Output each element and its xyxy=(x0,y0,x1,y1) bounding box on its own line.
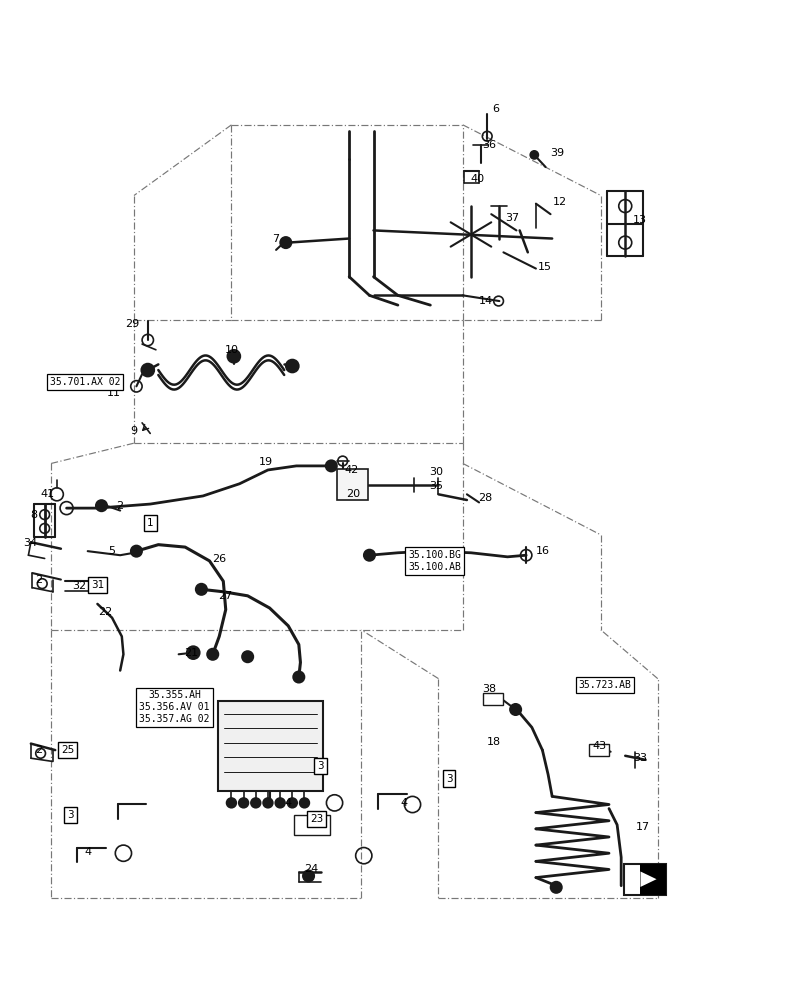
Circle shape xyxy=(207,649,218,660)
Text: 5: 5 xyxy=(109,546,115,556)
Text: 13: 13 xyxy=(632,215,646,225)
Text: 25: 25 xyxy=(61,745,74,755)
Text: 32: 32 xyxy=(72,581,87,591)
Text: 17: 17 xyxy=(635,822,650,832)
Circle shape xyxy=(293,671,304,683)
Text: 20: 20 xyxy=(345,489,360,499)
Text: 2: 2 xyxy=(36,575,42,585)
Circle shape xyxy=(131,545,142,557)
Text: 9: 9 xyxy=(131,426,137,436)
Text: 35.723.AB: 35.723.AB xyxy=(577,680,631,690)
Text: 7: 7 xyxy=(272,234,279,244)
Text: 40: 40 xyxy=(470,174,484,184)
Circle shape xyxy=(299,798,309,808)
Text: 39: 39 xyxy=(549,148,564,158)
Text: 15: 15 xyxy=(537,262,551,272)
Text: 3: 3 xyxy=(445,774,452,784)
Bar xyxy=(294,815,330,835)
Text: 12: 12 xyxy=(551,197,566,207)
Circle shape xyxy=(285,360,298,373)
Text: 41: 41 xyxy=(40,489,54,499)
Circle shape xyxy=(275,798,285,808)
Circle shape xyxy=(251,798,260,808)
Text: 24: 24 xyxy=(303,864,318,874)
Circle shape xyxy=(280,237,291,248)
Bar xyxy=(588,744,608,756)
Bar xyxy=(337,469,367,500)
Circle shape xyxy=(509,704,521,715)
Text: 8: 8 xyxy=(31,510,37,520)
Text: 6: 6 xyxy=(492,104,499,114)
Circle shape xyxy=(242,651,253,662)
Text: 11: 11 xyxy=(106,388,121,398)
Text: 23: 23 xyxy=(310,814,323,824)
Text: 35.100.BG
35.100.AB: 35.100.BG 35.100.AB xyxy=(407,550,461,572)
Text: 33: 33 xyxy=(632,753,646,763)
Circle shape xyxy=(550,882,561,893)
Bar xyxy=(217,701,323,791)
Circle shape xyxy=(187,646,200,659)
Text: 4: 4 xyxy=(84,847,91,857)
Bar xyxy=(623,864,665,895)
Text: 36: 36 xyxy=(481,140,496,150)
Text: 29: 29 xyxy=(125,319,139,329)
Text: 4: 4 xyxy=(285,798,291,808)
Text: 31: 31 xyxy=(91,580,104,590)
Bar xyxy=(639,864,665,895)
Text: 2: 2 xyxy=(36,745,42,755)
Text: 30: 30 xyxy=(428,467,443,477)
Text: 26: 26 xyxy=(212,554,226,564)
Text: 38: 38 xyxy=(482,684,496,694)
Bar xyxy=(483,693,503,705)
Text: 3: 3 xyxy=(67,810,74,820)
Text: 42: 42 xyxy=(344,465,358,475)
Text: 2: 2 xyxy=(117,501,123,511)
Text: 3: 3 xyxy=(317,761,324,771)
Circle shape xyxy=(195,584,207,595)
Text: 35.355.AH
35.356.AV 01
35.357.AG 02: 35.355.AH 35.356.AV 01 35.357.AG 02 xyxy=(139,690,209,724)
Circle shape xyxy=(263,798,272,808)
Text: 43: 43 xyxy=(591,741,606,751)
Text: 35: 35 xyxy=(428,481,443,491)
Text: 28: 28 xyxy=(478,493,492,503)
Circle shape xyxy=(227,350,240,363)
Text: 16: 16 xyxy=(534,546,549,556)
Text: 10: 10 xyxy=(224,345,238,355)
Text: 21: 21 xyxy=(183,648,198,658)
Text: 37: 37 xyxy=(504,213,519,223)
Circle shape xyxy=(363,550,375,561)
Circle shape xyxy=(226,798,236,808)
Circle shape xyxy=(325,460,337,472)
Text: 22: 22 xyxy=(98,607,113,617)
Polygon shape xyxy=(640,871,656,887)
Text: 1: 1 xyxy=(147,518,153,528)
Circle shape xyxy=(303,870,314,882)
Text: 35.701.AX 02: 35.701.AX 02 xyxy=(50,377,120,387)
Text: 4: 4 xyxy=(401,798,407,808)
Circle shape xyxy=(287,798,297,808)
Text: 27: 27 xyxy=(218,591,233,601)
Circle shape xyxy=(238,798,248,808)
Text: 14: 14 xyxy=(478,296,492,306)
Text: 19: 19 xyxy=(259,457,273,467)
Circle shape xyxy=(96,500,107,511)
Text: 34: 34 xyxy=(23,538,37,548)
Circle shape xyxy=(141,364,154,377)
Circle shape xyxy=(530,151,538,159)
Text: 18: 18 xyxy=(486,737,500,747)
